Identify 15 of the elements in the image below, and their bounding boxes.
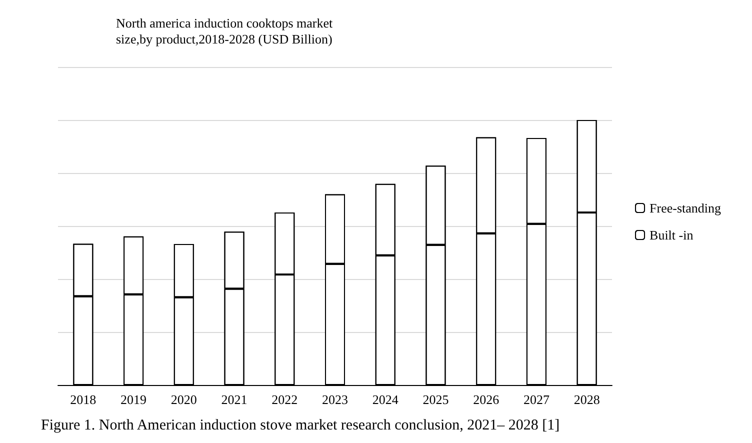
chart-title: North america induction cooktops market size,by product,2018-2028 (USD Billion) [116, 16, 333, 46]
x-tick-label: 2021 [221, 392, 248, 407]
legend-label: Free-standing [650, 200, 722, 216]
x-tick-label: 2026 [473, 392, 500, 407]
legend-label: Built -in [650, 228, 694, 242]
x-tick-label: 2020 [170, 392, 197, 407]
x-tick-label: 2023 [322, 392, 348, 407]
x-tick-label: 2018 [70, 392, 96, 407]
x-tick-label: 2022 [272, 392, 298, 407]
x-tick-label: 2025 [422, 392, 449, 407]
x-tick-label: 2028 [574, 392, 600, 407]
x-tick-label: 2024 [372, 392, 399, 407]
x-tick-label: 2019 [120, 392, 147, 407]
caption: Figure 1. North American induction stove market research conclusion, 2021– 2028 [1] [41, 418, 560, 434]
x-tick-label: 2027 [523, 392, 550, 407]
